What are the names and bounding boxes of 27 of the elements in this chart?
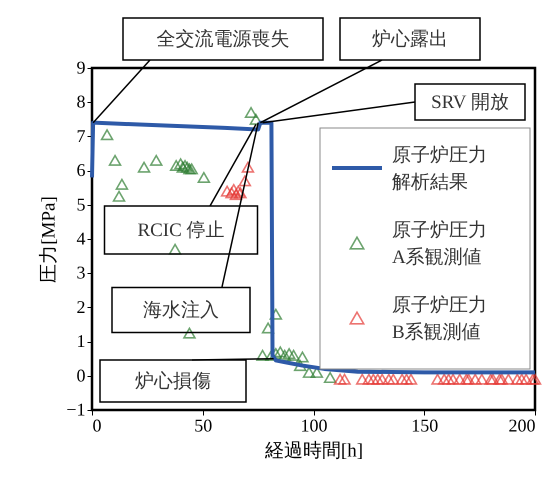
legend-label: 原子炉圧力解析結果 (392, 145, 487, 193)
x-axis-title: 経過時間[h] (264, 440, 364, 462)
legend-label: 原子炉圧力A系観測値 (392, 220, 487, 268)
x-tick-label: 200 (508, 416, 536, 436)
y-tick-label: 1 (76, 331, 86, 352)
legend-label: 原子炉圧力B系観測値 (392, 295, 487, 343)
x-tick-label: 0 (92, 416, 102, 436)
x-tick-label: 50 (194, 416, 212, 436)
y-tick-label: 7 (76, 126, 86, 146)
annotation: RCIC 停止 (137, 220, 225, 241)
annotation: 全交流電源喪失 (156, 28, 290, 50)
y-tick-label: 0 (76, 365, 86, 386)
annotation: 炉心露出 (372, 28, 448, 50)
y-tick-label: 9 (76, 58, 86, 78)
y-axis-title: 圧力[MPa] (38, 196, 60, 283)
x-tick-label: 150 (411, 416, 438, 436)
y-tick-label: 2 (76, 296, 86, 317)
annotation: 海水注入 (143, 299, 219, 321)
y-tick-label: 5 (76, 194, 86, 214)
y-tick-label: 8 (76, 92, 86, 112)
annotation: SRV 開放 (431, 92, 509, 113)
y-tick-label: 6 (76, 160, 86, 180)
x-tick-label: 100 (300, 416, 328, 436)
y-tick-label: 4 (76, 228, 86, 248)
annotation: 炉心損傷 (135, 370, 211, 392)
y-tick-label: 3 (76, 262, 86, 283)
y-tick-label: −1 (66, 400, 86, 420)
